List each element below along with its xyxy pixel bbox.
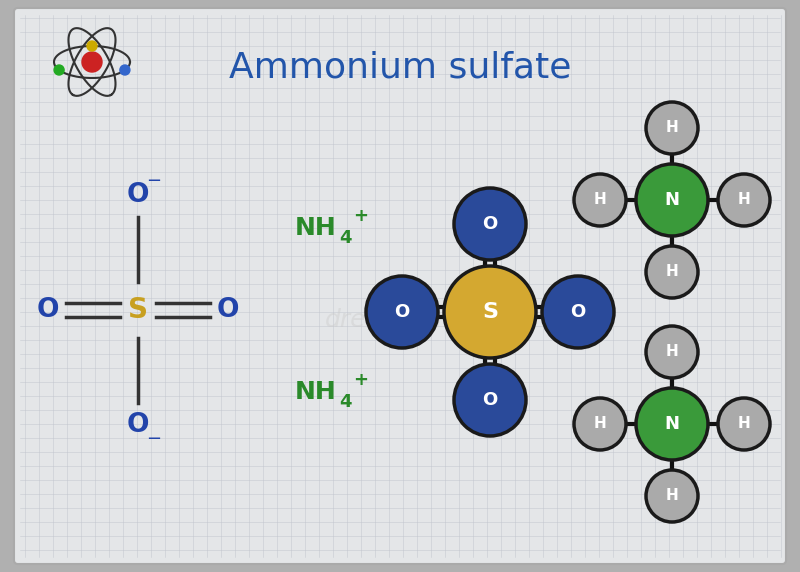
Text: 4: 4 — [339, 393, 351, 411]
Text: O: O — [126, 412, 150, 438]
Text: H: H — [666, 488, 678, 503]
Text: NH: NH — [295, 380, 337, 404]
Text: H: H — [738, 416, 750, 431]
Circle shape — [574, 174, 626, 226]
Circle shape — [120, 65, 130, 75]
Circle shape — [646, 470, 698, 522]
Text: O: O — [394, 303, 410, 321]
Text: N: N — [665, 191, 679, 209]
Circle shape — [444, 266, 536, 358]
Text: H: H — [666, 121, 678, 136]
Text: O: O — [126, 182, 150, 208]
Circle shape — [636, 388, 708, 460]
Text: H: H — [666, 264, 678, 280]
Circle shape — [646, 326, 698, 378]
Circle shape — [54, 65, 64, 75]
Text: S: S — [128, 296, 148, 324]
Text: −: − — [146, 172, 162, 190]
Circle shape — [718, 398, 770, 450]
Circle shape — [636, 164, 708, 236]
Text: NH: NH — [295, 216, 337, 240]
Text: O: O — [482, 215, 498, 233]
Text: dreamstime: dreamstime — [325, 308, 475, 332]
Circle shape — [454, 364, 526, 436]
Text: O: O — [570, 303, 586, 321]
Text: H: H — [594, 193, 606, 208]
FancyBboxPatch shape — [14, 8, 786, 564]
Text: −: − — [146, 430, 162, 448]
Circle shape — [542, 276, 614, 348]
Text: S: S — [482, 302, 498, 322]
Text: 4: 4 — [339, 229, 351, 247]
Text: H: H — [594, 416, 606, 431]
Text: +: + — [353, 207, 368, 225]
Text: H: H — [738, 193, 750, 208]
Circle shape — [646, 102, 698, 154]
Text: N: N — [665, 415, 679, 433]
Text: O: O — [482, 391, 498, 409]
Text: +: + — [353, 371, 368, 389]
Circle shape — [574, 398, 626, 450]
Text: O: O — [37, 297, 59, 323]
Circle shape — [87, 41, 97, 51]
Circle shape — [718, 174, 770, 226]
Text: H: H — [666, 344, 678, 359]
Circle shape — [82, 52, 102, 72]
Circle shape — [646, 246, 698, 298]
Circle shape — [366, 276, 438, 348]
Text: O: O — [217, 297, 239, 323]
Text: Ammonium sulfate: Ammonium sulfate — [229, 51, 571, 85]
Circle shape — [454, 188, 526, 260]
